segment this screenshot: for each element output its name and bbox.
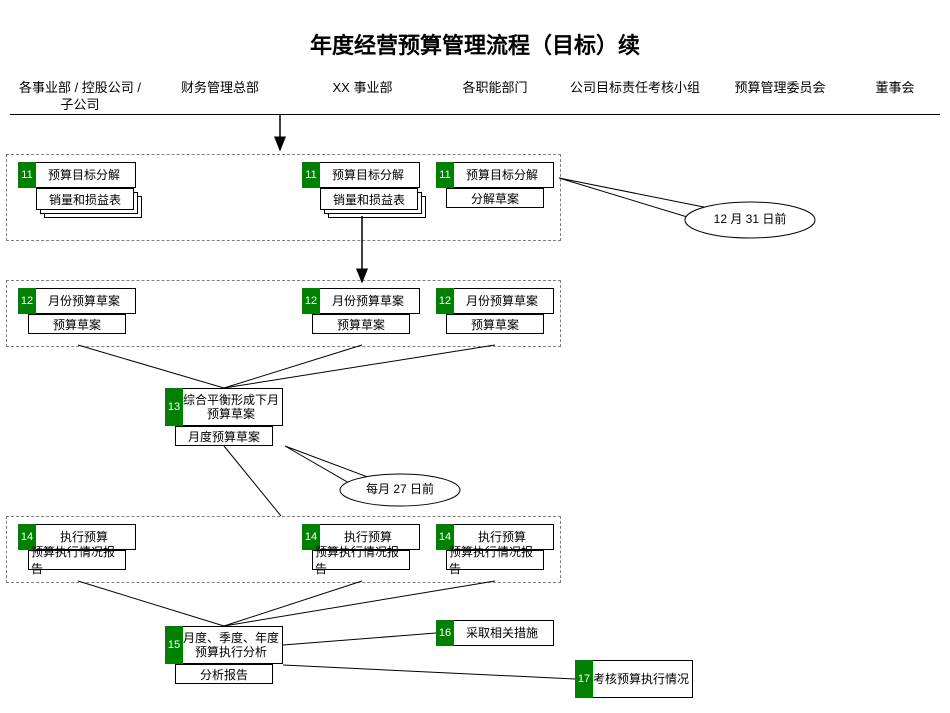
lane-header-0: 各事业部 / 控股公司 /子公司 — [10, 80, 150, 114]
lane-header-2: XX 事业部 — [300, 80, 425, 97]
node-doc-n14c: 预算执行情况报告 — [446, 550, 544, 570]
lane-header-4: 公司目标责任考核小组 — [560, 80, 710, 97]
callout-text-1: 每月 27 日前 — [366, 481, 434, 496]
node-doc-n12a: 预算草案 — [28, 314, 126, 334]
node-doc-n12b: 预算草案 — [312, 314, 410, 334]
lane-header-3: 各职能部门 — [435, 80, 555, 97]
node-doc-n12c: 预算草案 — [446, 314, 544, 334]
lane-header-1: 财务管理总部 — [155, 80, 285, 97]
node-badge-n11b: 11 — [302, 162, 320, 188]
header-divider — [10, 114, 940, 115]
node-badge-n17: 17 — [575, 660, 593, 698]
node-badge-n13: 13 — [165, 388, 183, 426]
node-doc-n13: 月度预算草案 — [175, 426, 273, 446]
node-doc-n14a: 预算执行情况报告 — [28, 550, 126, 570]
lane-header-6: 董事会 — [850, 80, 940, 97]
node-badge-n12b: 12 — [302, 288, 320, 314]
lane-header-5: 预算管理委员会 — [715, 80, 845, 97]
node-badge-n12a: 12 — [18, 288, 36, 314]
node-doc-n14b: 预算执行情况报告 — [312, 550, 410, 570]
node-doc-n11c: 分解草案 — [446, 188, 544, 208]
node-badge-n12c: 12 — [436, 288, 454, 314]
node-doc-n11a: 销量和损益表 — [36, 188, 134, 210]
node-badge-n16: 16 — [436, 620, 454, 646]
node-doc-n11b: 销量和损益表 — [320, 188, 418, 210]
node-badge-n11a: 11 — [18, 162, 36, 188]
node-doc-n15: 分析报告 — [175, 664, 273, 684]
node-badge-n11c: 11 — [436, 162, 454, 188]
callout-text-0: 12 月 31 日前 — [714, 211, 787, 226]
node-badge-n15: 15 — [165, 626, 183, 664]
diagram-title: 年度经营预算管理流程（目标）续 — [0, 28, 950, 60]
